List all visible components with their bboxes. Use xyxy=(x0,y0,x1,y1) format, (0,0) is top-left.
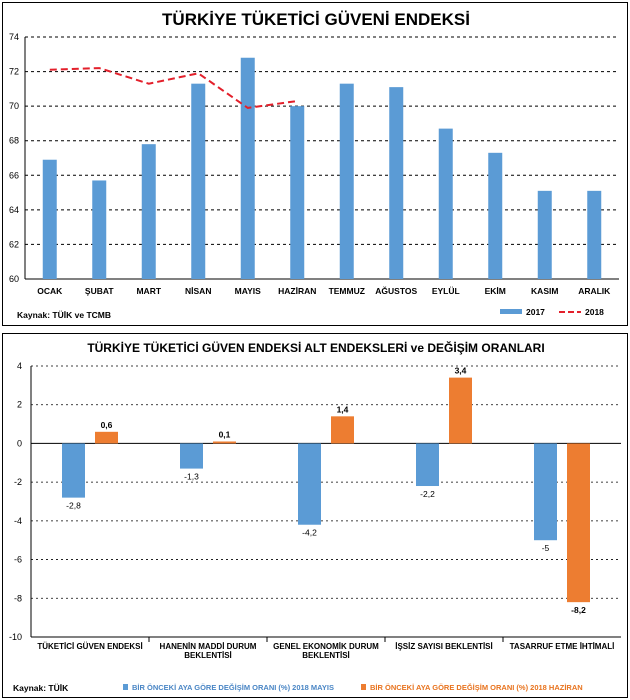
consumer-confidence-chart-panel: TÜRKİYE TÜKETİCİ GÜVENİ ENDEKSİ 60 62 64 66… xyxy=(2,2,628,326)
bar-2017 xyxy=(290,106,305,280)
bar-mayis xyxy=(180,443,203,469)
bar-2017 xyxy=(587,190,602,279)
y-tick-label: -10 xyxy=(9,632,22,642)
bar-2017 xyxy=(240,57,255,279)
legend-label-haziran: BİR ÖNCEKİ AYA GÖRE DEĞİŞİM ORANI (%) 20… xyxy=(370,683,583,692)
bar-mayis xyxy=(416,443,439,487)
legend-label-2017: 2017 xyxy=(526,307,545,317)
x-tick-label: GENEL EKONOMİK DURUM xyxy=(273,642,379,651)
legend-swatch-haziran xyxy=(361,684,366,690)
bar-2017 xyxy=(191,83,206,280)
legend-swatch-2017 xyxy=(500,309,522,314)
bar-2017 xyxy=(488,152,503,279)
x-tick-label: MAYIS xyxy=(235,286,261,296)
x-tick-label: TASARRUF ETME İHTİMALİ xyxy=(510,642,615,651)
x-tick-label: ARALIK xyxy=(578,286,611,296)
y-tick-label: 74 xyxy=(9,32,19,42)
y-tick-label: 0 xyxy=(17,438,22,448)
x-tick-label: HANENİN MADDİ DURUM xyxy=(160,642,257,651)
bar-2017 xyxy=(92,180,107,279)
data-label: 0,1 xyxy=(219,429,231,439)
legend-label-2018: 2018 xyxy=(585,307,604,317)
bar-mayis xyxy=(534,443,557,541)
x-tick-label: BEKLENTİSİ xyxy=(302,651,350,660)
y-tick-label: 70 xyxy=(9,101,19,111)
data-label: -4,2 xyxy=(302,528,317,538)
bar-2017 xyxy=(42,159,57,279)
y-tick-label: 72 xyxy=(9,67,19,77)
bar-haziran xyxy=(449,377,472,444)
y-tick-label: -4 xyxy=(14,516,22,526)
bar-2017 xyxy=(141,144,156,279)
chart-legend: 2017 2018 xyxy=(500,307,604,317)
data-label: -2,8 xyxy=(66,501,81,511)
sub-indices-chart: TÜRKİYE TÜKETİCİ GÜVEN ENDEKSİ ALT ENDEK… xyxy=(9,340,621,693)
data-label: -2,2 xyxy=(420,489,435,499)
data-label: -8,2 xyxy=(571,605,586,615)
y-tick-label: 68 xyxy=(9,136,19,146)
data-label: 0,6 xyxy=(101,420,113,430)
consumer-confidence-chart: TÜRKİYE TÜKETİCİ GÜVENİ ENDEKSİ 60 62 64 66… xyxy=(9,10,619,320)
chart-legend: BİR ÖNCEKİ AYA GÖRE DEĞİŞİM ORANI (%) 20… xyxy=(123,683,583,692)
x-tick-label: NİSAN xyxy=(185,286,211,296)
x-tick-label: OCAK xyxy=(37,286,63,296)
chart-title: TÜRKİYE TÜKETİCİ GÜVEN ENDEKSİ ALT ENDEK… xyxy=(87,340,544,355)
y-tick-label: 64 xyxy=(9,205,19,215)
x-tick-label: BEKLENTİSİ xyxy=(184,651,232,660)
data-label: 1,4 xyxy=(337,404,349,414)
data-label: 3,4 xyxy=(455,366,467,376)
y-tick-label: 60 xyxy=(9,274,19,284)
bar-2017 xyxy=(438,128,453,279)
bar-haziran xyxy=(95,431,118,444)
y-tick-label: 2 xyxy=(17,400,22,410)
chart-source: Kaynak: TÜİK ve TCMB xyxy=(17,310,111,320)
chart-title: TÜRKİYE TÜKETİCİ GÜVENİ ENDEKSİ xyxy=(162,10,470,29)
bar-haziran xyxy=(331,416,354,444)
data-label: -5 xyxy=(542,543,550,553)
y-tick-label: 62 xyxy=(9,239,19,249)
y-tick-label: -8 xyxy=(14,593,22,603)
bar-haziran xyxy=(567,443,590,603)
x-tick-label: EKİM xyxy=(485,286,506,296)
x-tick-label: HAZİRAN xyxy=(278,286,316,296)
x-tick-label: MART xyxy=(136,286,161,296)
bar-2017 xyxy=(537,190,552,279)
sub-indices-chart-panel: TÜRKİYE TÜKETİCİ GÜVEN ENDEKSİ ALT ENDEK… xyxy=(2,333,628,698)
bar-2017 xyxy=(389,87,404,279)
bar-mayis xyxy=(298,443,321,525)
x-tick-label: ŞUBAT xyxy=(85,286,114,296)
x-tick-label: AĞUSTOS xyxy=(375,285,417,296)
y-tick-label: -2 xyxy=(14,477,22,487)
y-tick-label: 4 xyxy=(17,361,22,371)
data-label: -1,3 xyxy=(184,472,199,482)
y-tick-label: -6 xyxy=(14,555,22,565)
bar-2017 xyxy=(339,83,354,280)
x-tick-label: TEMMUZ xyxy=(329,286,365,296)
x-tick-label: TÜKETİCİ GÜVEN ENDEKSİ xyxy=(37,642,142,651)
x-tick-label: EYLÜL xyxy=(432,286,460,296)
bar-haziran xyxy=(213,441,236,444)
x-tick-label: İŞSİZ SAYISI BEKLENTİSİ xyxy=(395,642,493,651)
chart-source: Kaynak: TÜİK xyxy=(13,683,69,693)
line-2018 xyxy=(49,67,298,109)
legend-swatch-mayis xyxy=(123,684,128,690)
bar-mayis xyxy=(62,443,85,498)
y-tick-label: 66 xyxy=(9,170,19,180)
x-tick-label: KASIM xyxy=(531,286,558,296)
legend-label-mayis: BİR ÖNCEKİ AYA GÖRE DEĞİŞİM ORANI (%) 20… xyxy=(132,683,334,692)
